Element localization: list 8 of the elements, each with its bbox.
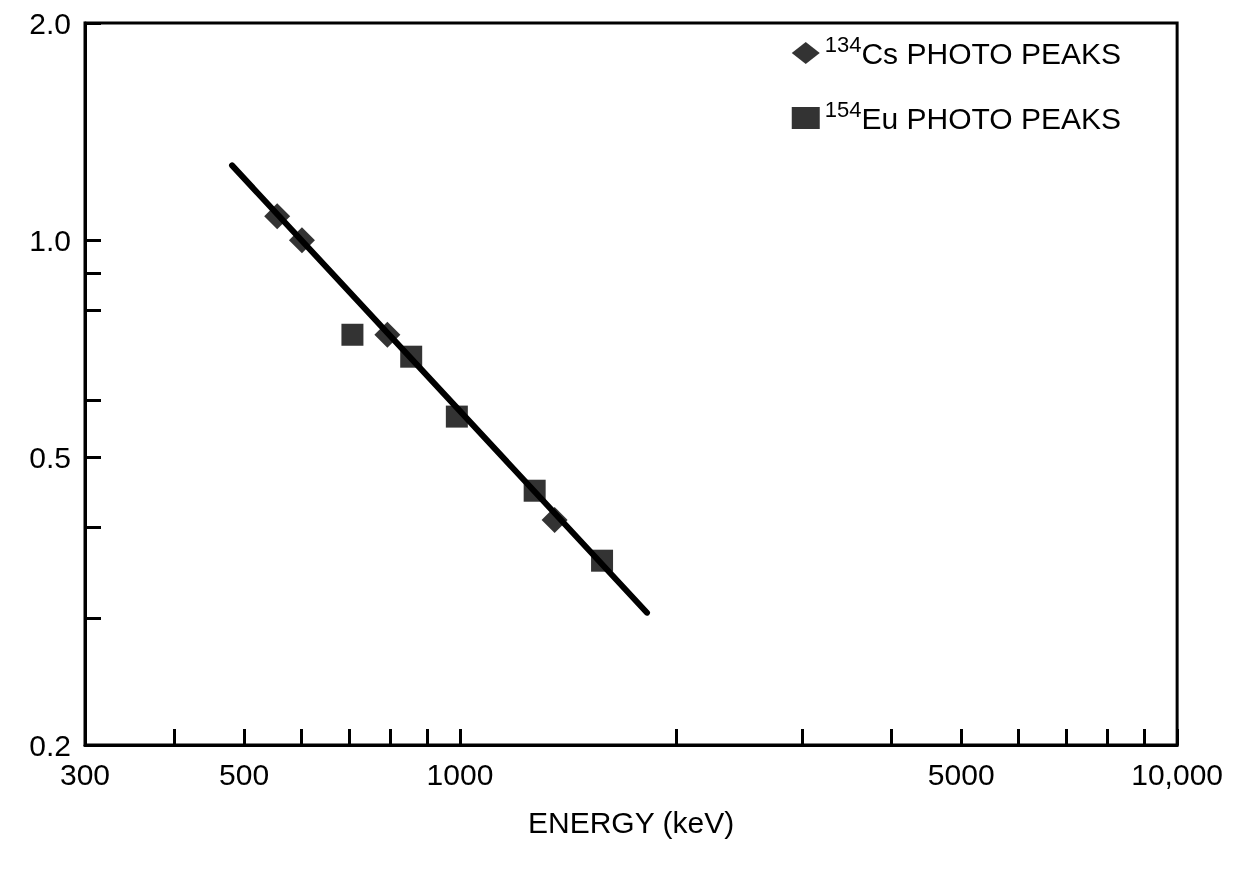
x-tick-label: 500 [219, 757, 270, 791]
y-tick-label: 0.5 [29, 441, 71, 475]
y-tick-label: 1.0 [29, 223, 71, 257]
y-tick-label: 2.0 [29, 6, 71, 40]
x-tick-label: 10,000 [1131, 757, 1223, 791]
x-tick-label: 5000 [927, 757, 995, 791]
x-axis-title: ENERGY (keV) [527, 805, 735, 839]
x-tick-label: 1000 [426, 757, 494, 791]
